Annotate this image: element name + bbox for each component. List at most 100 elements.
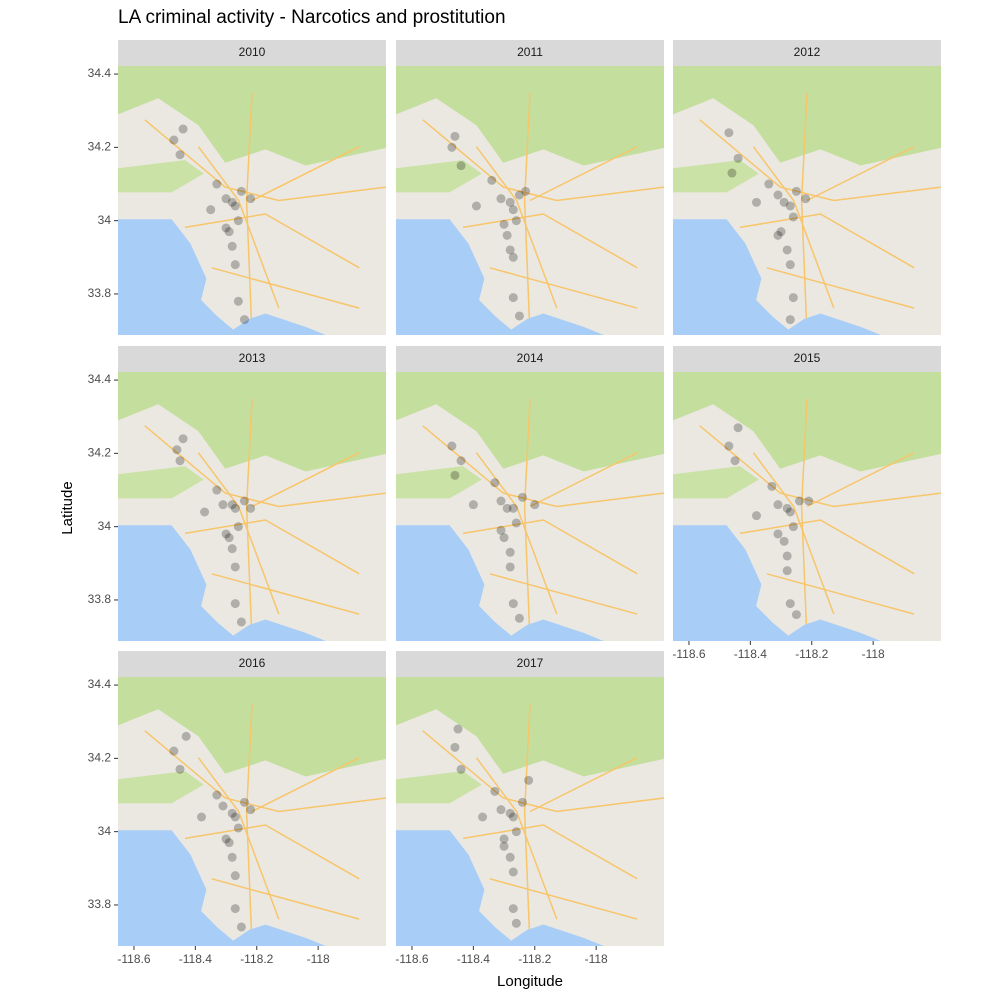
- map-hills: [118, 160, 204, 193]
- data-point: [175, 456, 185, 466]
- map-road: [800, 92, 808, 335]
- map-hills: [396, 466, 482, 499]
- data-point: [227, 544, 237, 554]
- data-point: [197, 812, 207, 822]
- data-point: [450, 470, 460, 480]
- map-road: [699, 425, 941, 508]
- data-point: [468, 500, 478, 510]
- y-tick-label: 34: [98, 519, 112, 533]
- data-point: [239, 315, 249, 325]
- map-ocean: [673, 525, 881, 641]
- data-point: [779, 197, 789, 207]
- data-point: [502, 503, 512, 513]
- x-tick-label: -118: [307, 952, 330, 966]
- facet-strip: [673, 40, 941, 66]
- data-point: [511, 827, 521, 837]
- map-hills: [118, 771, 204, 804]
- data-point: [776, 227, 786, 237]
- data-point: [505, 852, 515, 862]
- data-point: [450, 131, 460, 141]
- facet-strip: [396, 346, 664, 372]
- x-tick-label: -118.2: [795, 647, 828, 661]
- facet-strip: [673, 346, 941, 372]
- data-point: [505, 562, 515, 572]
- map-road: [529, 757, 638, 813]
- map-panel: [396, 372, 664, 641]
- map-road: [523, 703, 531, 946]
- data-point: [794, 496, 804, 506]
- y-tick-label: 33.8: [88, 286, 112, 300]
- map-hills: [118, 677, 386, 777]
- map-road: [462, 824, 638, 880]
- data-point: [508, 252, 518, 262]
- data-point: [779, 536, 789, 546]
- data-point: [508, 503, 518, 513]
- map-hills: [396, 677, 664, 777]
- data-point: [478, 812, 488, 822]
- data-point: [514, 311, 524, 321]
- data-point: [450, 742, 460, 752]
- data-point: [788, 212, 798, 222]
- data-point: [733, 423, 743, 433]
- map-road: [752, 146, 835, 309]
- map-ocean: [673, 219, 881, 335]
- map-road: [752, 452, 835, 615]
- data-point: [752, 511, 762, 521]
- data-point: [178, 434, 188, 444]
- map-road: [422, 730, 664, 813]
- data-point: [206, 205, 216, 215]
- data-point: [496, 194, 506, 204]
- data-point: [508, 293, 518, 303]
- map-road: [489, 267, 638, 309]
- data-point: [224, 533, 234, 543]
- facet-strip: [118, 346, 386, 372]
- data-point: [733, 153, 743, 163]
- data-point: [175, 764, 185, 774]
- data-point: [230, 871, 240, 881]
- data-point: [724, 128, 734, 138]
- data-point: [773, 190, 783, 200]
- data-point: [496, 805, 506, 815]
- map-road: [475, 452, 558, 615]
- data-point: [212, 179, 222, 189]
- data-point: [785, 315, 795, 325]
- data-point: [218, 801, 228, 811]
- facet-label: 2010: [239, 45, 266, 59]
- facet-strip: [118, 651, 386, 677]
- data-point: [505, 808, 515, 818]
- map-road: [251, 452, 360, 508]
- data-point: [246, 503, 256, 513]
- map-panel: [118, 66, 386, 335]
- map-panel: [118, 677, 386, 946]
- data-point: [499, 834, 509, 844]
- data-point: [530, 500, 540, 510]
- map-road: [766, 267, 915, 309]
- map-hills: [118, 466, 204, 499]
- map-panel: [118, 372, 386, 641]
- data-point: [505, 245, 515, 255]
- data-point: [230, 562, 240, 572]
- data-point: [230, 812, 240, 822]
- data-point: [782, 245, 792, 255]
- data-point: [221, 529, 231, 539]
- chart-title: LA criminal activity - Narcotics and pro…: [118, 7, 506, 28]
- data-point: [727, 168, 737, 178]
- facet-label: 2016: [239, 656, 266, 670]
- map-road: [523, 92, 531, 335]
- data-point: [517, 492, 527, 502]
- map-road: [489, 878, 638, 920]
- data-point: [172, 445, 182, 455]
- map-road: [211, 573, 360, 615]
- x-tick-label: -118.6: [117, 952, 150, 966]
- facet-label: 2014: [517, 351, 544, 365]
- data-point: [447, 142, 457, 152]
- map-road: [739, 213, 915, 269]
- data-point: [773, 500, 783, 510]
- map-road: [197, 757, 280, 920]
- map-road: [245, 703, 253, 946]
- map-ocean: [118, 525, 326, 641]
- map-hills: [673, 466, 759, 499]
- data-point: [230, 201, 240, 211]
- x-tick-label: -118.4: [179, 952, 212, 966]
